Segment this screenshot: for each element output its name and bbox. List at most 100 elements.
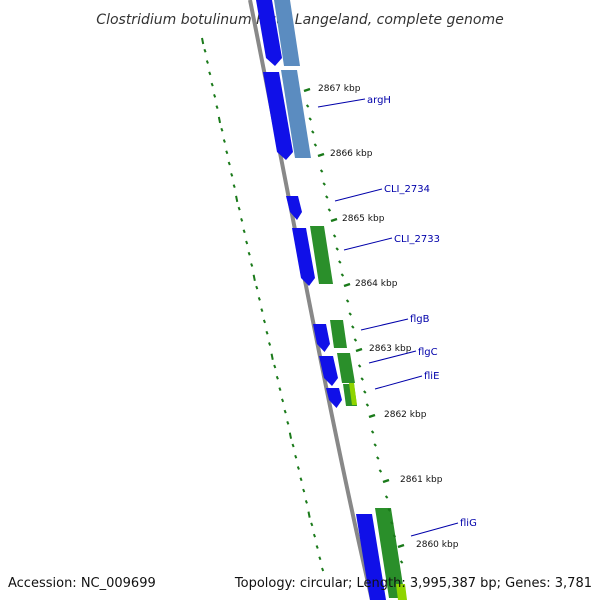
gc-dot [302, 488, 306, 493]
minor-tick [319, 169, 324, 173]
cds-block [310, 226, 333, 284]
minor-tick [357, 364, 362, 368]
gc-dot [247, 251, 251, 256]
minor-tick [332, 234, 337, 238]
tick-label: 2861 kbp [400, 475, 443, 485]
gc-dot [315, 545, 319, 549]
tick-label: 2863 kbp [369, 344, 412, 354]
feature-track [256, 0, 407, 600]
scale-track: 2867 kbp 2866 kbp 2865 kbp 2864 kbp 2863 kbp… [303, 84, 459, 564]
cds-block [337, 353, 355, 383]
accession-label: Accession: NC_009699 [8, 576, 156, 591]
minor-tick [378, 469, 383, 473]
minor-tick [340, 273, 345, 277]
minor-tick [399, 560, 404, 564]
minor-tick [345, 299, 350, 303]
gc-dot [257, 296, 261, 301]
minor-tick [311, 130, 315, 134]
gc-dot [286, 421, 290, 425]
gene-label: flgB [410, 314, 430, 325]
gc-dot [217, 116, 222, 124]
cds-block [286, 196, 302, 220]
gc-dot [312, 533, 316, 538]
minor-tick [325, 195, 329, 199]
gc-dot [270, 353, 274, 360]
gc-dot [240, 218, 244, 222]
cds-block [319, 356, 338, 386]
gene-label: CLI_2734 [384, 184, 430, 195]
cds-block [375, 508, 405, 598]
minor-tick [376, 456, 380, 460]
tick-mark [368, 413, 376, 419]
map-title: Clostridium botulinum F str. Langeland, … [96, 12, 503, 28]
gc-dot [265, 330, 269, 335]
cds-block [281, 70, 311, 158]
gene-leader-line [360, 318, 409, 331]
gene-label: CLI_2733 [394, 234, 440, 245]
gc-dot [318, 556, 322, 561]
minor-tick [308, 117, 312, 121]
tick-label: 2864 kbp [355, 279, 398, 289]
gc-dot [237, 206, 241, 211]
tick-mark [382, 478, 390, 484]
gc-dot [242, 229, 246, 234]
gc-dot [208, 71, 212, 76]
gc-dot [273, 364, 277, 369]
minor-tick [390, 521, 394, 525]
tick-mark [317, 152, 325, 158]
genome-summary: Topology: circular; Length: 3,995,387 bp… [234, 576, 592, 591]
gc-dot [213, 94, 217, 98]
minor-tick [327, 208, 332, 212]
minor-tick [338, 260, 342, 264]
gene-label: flgC [418, 347, 438, 358]
minor-tick [392, 534, 397, 538]
tick-label: 2867 kbp [318, 84, 361, 94]
cds-block [330, 320, 347, 348]
tick-mark [330, 217, 338, 223]
gene-leader-line [343, 237, 393, 251]
gc-dot [220, 127, 224, 132]
gc-dot [288, 432, 293, 439]
gc-dot [255, 285, 259, 290]
gene-leader-line [334, 188, 383, 202]
gc-dot [227, 161, 231, 166]
minor-tick [373, 443, 377, 447]
minor-tick [363, 390, 367, 394]
gene-leader-line [410, 522, 459, 537]
gc-dot [260, 308, 264, 313]
minor-tick [305, 104, 310, 108]
minor-tick [353, 338, 358, 342]
minor-tick [365, 403, 370, 407]
gene-leader-line [374, 375, 423, 390]
cds-block [274, 0, 300, 66]
tick-label: 2865 kbp [342, 214, 385, 224]
gc-dot [230, 172, 234, 177]
gc-dot [294, 454, 298, 459]
gc-dot [235, 195, 239, 203]
minor-tick [360, 377, 364, 381]
minor-tick [351, 325, 355, 329]
gc-content-track [201, 37, 325, 572]
gc-dot [250, 263, 254, 267]
tick-label: 2866 kbp [330, 149, 373, 159]
gc-dot [203, 48, 207, 53]
gc-dot [201, 37, 205, 45]
gene-label: argH [367, 95, 391, 106]
gene-leader-line [368, 350, 417, 364]
gc-dot [304, 499, 308, 504]
gc-dot [299, 477, 303, 482]
cds-block [396, 584, 407, 600]
gc-dot [291, 443, 295, 448]
gc-dot [222, 139, 226, 143]
gc-dot [268, 342, 272, 346]
minor-tick [313, 143, 318, 147]
gc-dot [296, 466, 300, 470]
cds-block [313, 324, 330, 352]
minor-tick [387, 508, 391, 512]
tick-label: 2862 kbp [384, 410, 427, 420]
minor-tick [348, 312, 352, 316]
gc-dot [262, 319, 266, 324]
gene-leader-line [317, 98, 366, 108]
gene-label: fliG [460, 518, 477, 529]
